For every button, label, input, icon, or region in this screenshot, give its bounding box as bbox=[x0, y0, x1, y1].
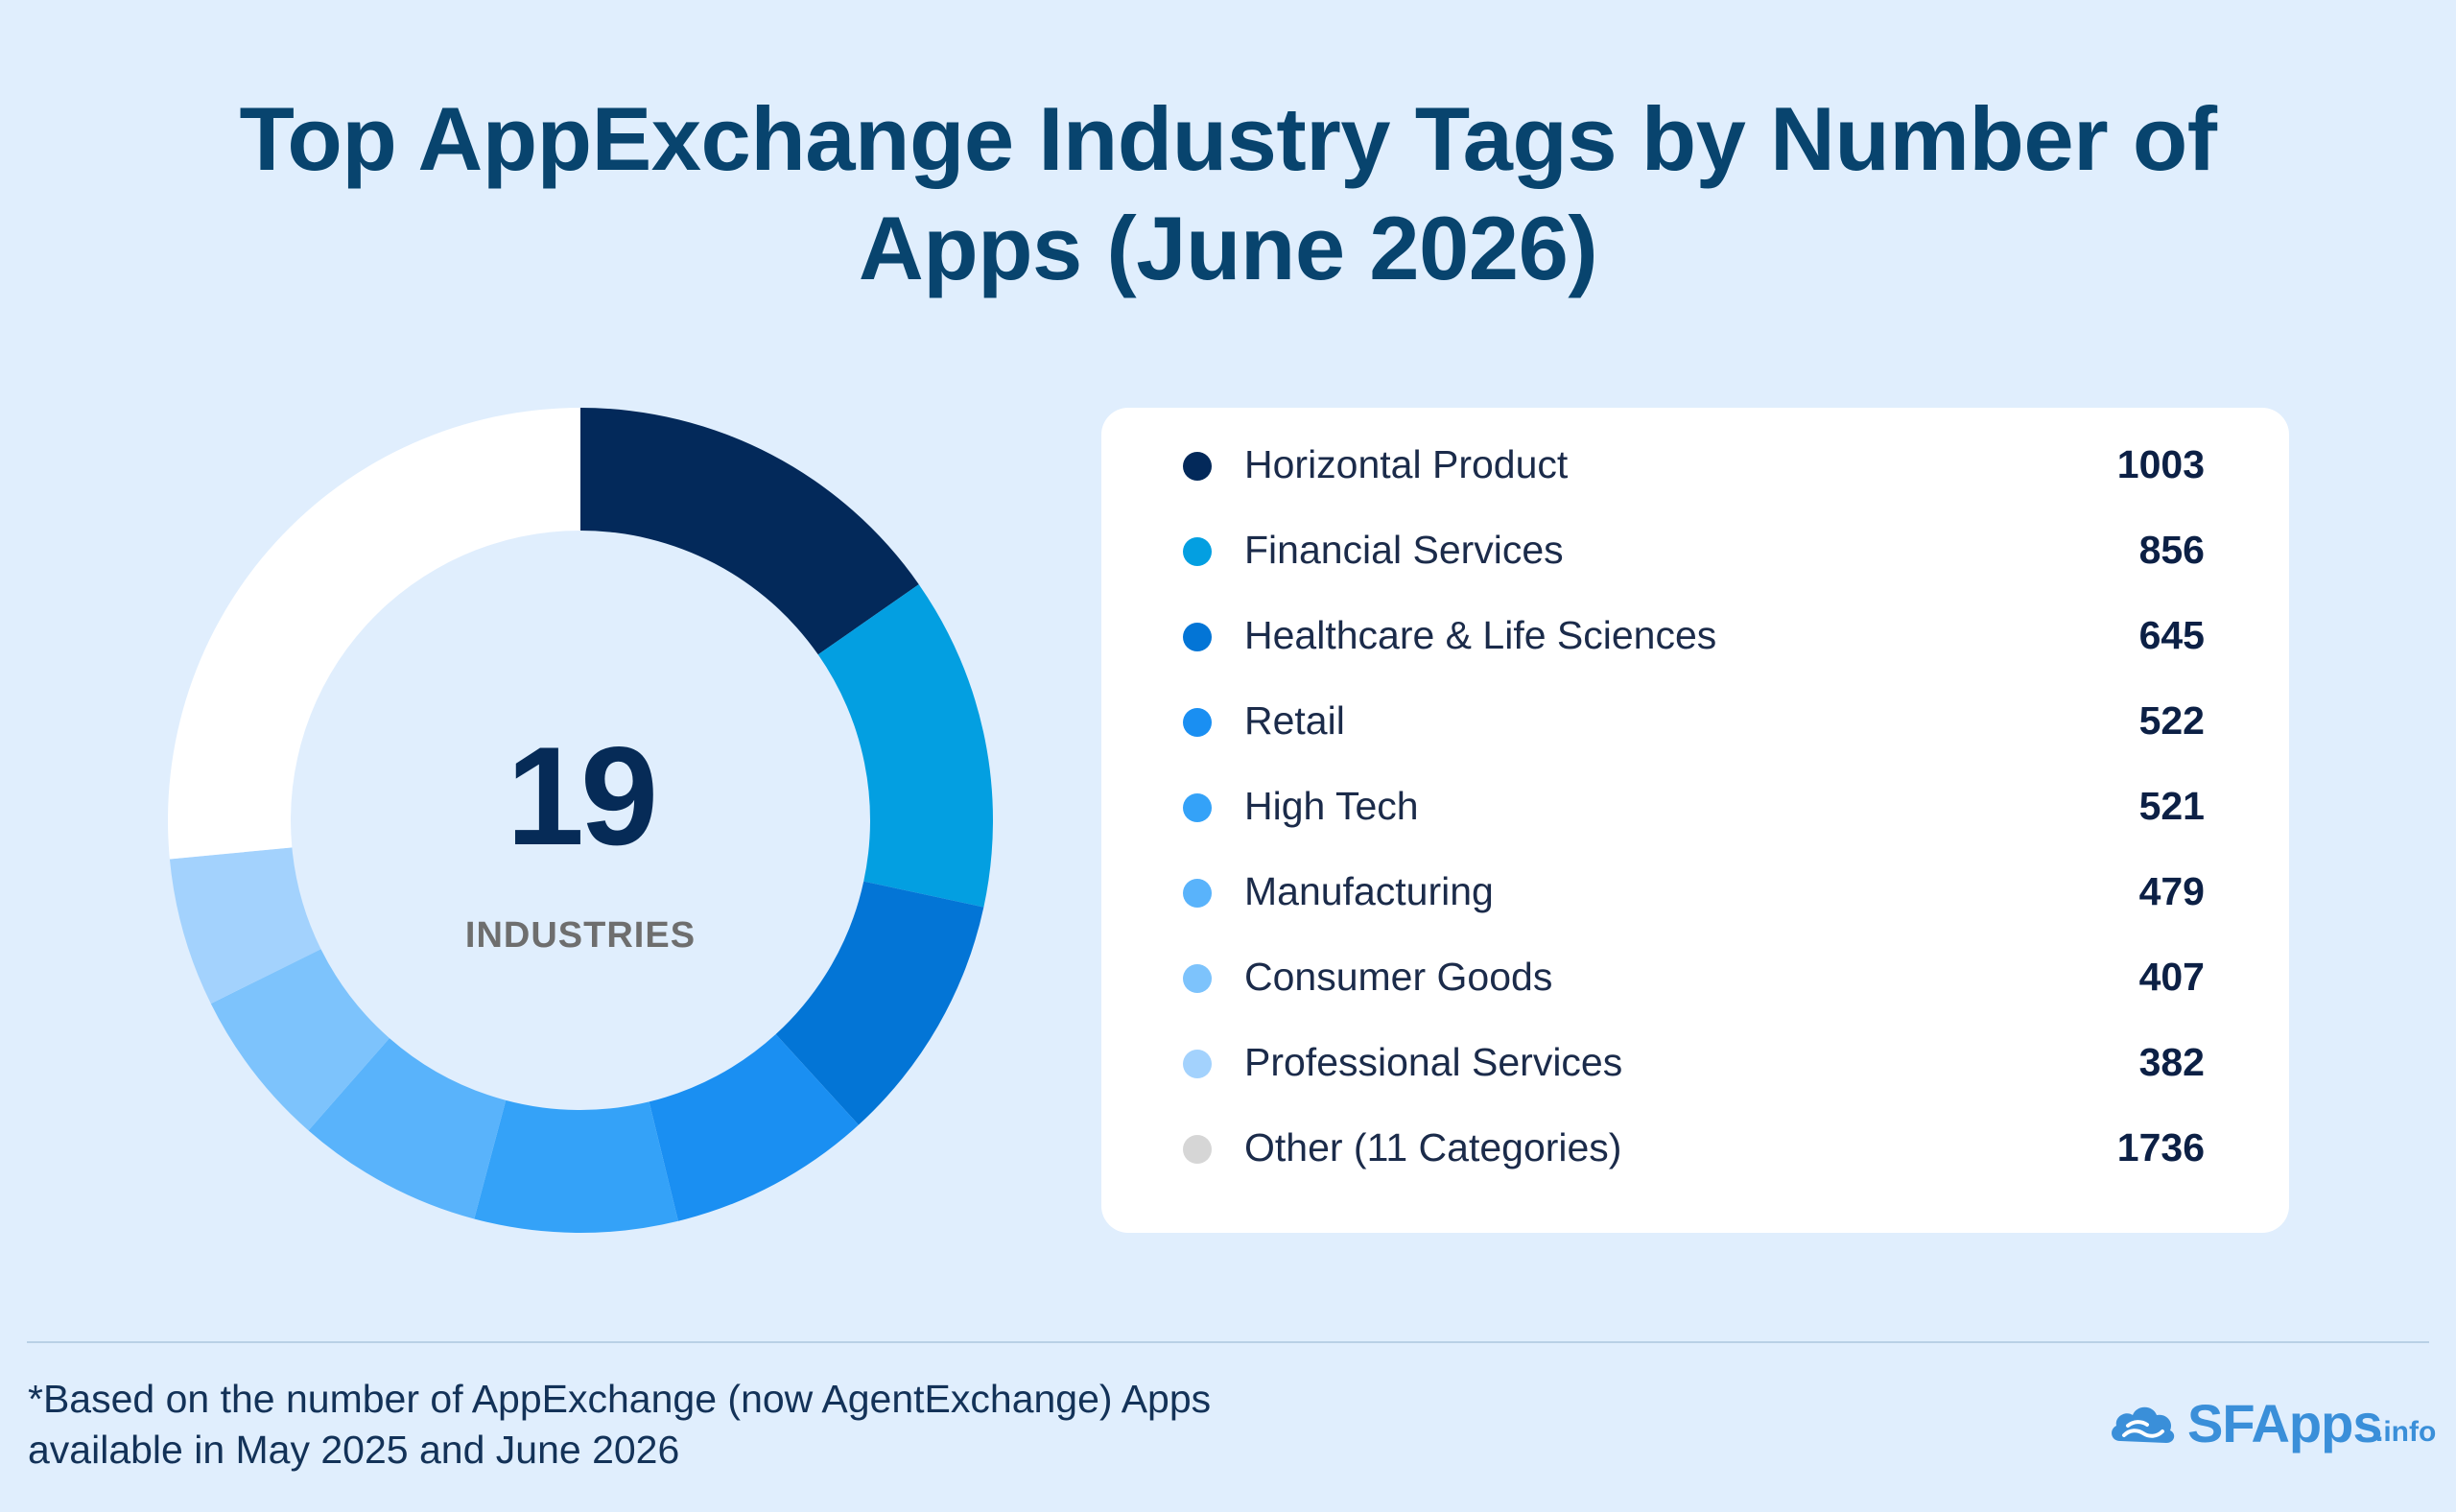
legend-item-high-tech: High Tech 521 bbox=[1101, 765, 2289, 850]
legend-dot bbox=[1183, 537, 1212, 566]
center-number: 19 bbox=[506, 718, 658, 874]
donut-slice-manufacturing bbox=[308, 1038, 507, 1219]
donut-slice-retail bbox=[649, 1034, 859, 1221]
chart-title: Top AppExchange Industry Tags by Number … bbox=[239, 88, 2217, 298]
legend-dot bbox=[1183, 1135, 1212, 1164]
donut-slice-professional-services bbox=[169, 847, 321, 1004]
legend-item-other-11-categories: Other (11 Categories) 1736 bbox=[1101, 1106, 2289, 1192]
legend-label: Other (11 Categories) bbox=[1244, 1125, 1622, 1169]
footnote-line-2: available in May 2025 and June 2026 bbox=[28, 1428, 680, 1472]
legend-value: 479 bbox=[2138, 869, 2205, 913]
legend-item-healthcare-life-sciences: Healthcare & Life Sciences 645 bbox=[1101, 594, 2289, 679]
legend-dot bbox=[1183, 879, 1212, 908]
donut-slice-healthcare-life-sciences bbox=[775, 881, 984, 1125]
legend-value: 645 bbox=[2138, 613, 2205, 657]
sfapps-logo: SFApps .info bbox=[2107, 1393, 2437, 1460]
legend-label: Horizontal Product bbox=[1244, 442, 1569, 486]
donut-slice-financial-services bbox=[817, 584, 993, 908]
legend-value: 382 bbox=[2138, 1040, 2205, 1084]
footnote-line-1: *Based on the number of AppExchange (now… bbox=[28, 1377, 1212, 1421]
legend-dot bbox=[1183, 623, 1212, 651]
legend-label: Manufacturing bbox=[1244, 869, 1494, 913]
donut-slice-consumer-goods bbox=[210, 949, 390, 1131]
legend-value: 856 bbox=[2138, 528, 2205, 572]
donut-slice-other-11-categories bbox=[167, 408, 580, 860]
legend-value: 522 bbox=[2138, 698, 2205, 743]
center-label: INDUSTRIES bbox=[464, 915, 697, 956]
legend-value: 407 bbox=[2138, 955, 2205, 999]
legend-card: Horizontal Product 1003 Financial Services… bbox=[1101, 408, 2289, 1233]
logo-text: SFApps bbox=[2187, 1393, 2382, 1453]
legend-label: Consumer Goods bbox=[1244, 955, 1553, 999]
footnote: *Based on the number of AppExchange (now… bbox=[28, 1374, 1419, 1476]
donut-svg bbox=[167, 408, 993, 1233]
legend-dot bbox=[1183, 708, 1212, 737]
legend-dot bbox=[1183, 452, 1212, 481]
legend-dot bbox=[1183, 1050, 1212, 1078]
legend-item-professional-services: Professional Services 382 bbox=[1101, 1021, 2289, 1106]
donut-chart: 19 INDUSTRIES bbox=[165, 405, 996, 1236]
logo-suffix: .info bbox=[2375, 1416, 2437, 1448]
legend-value: 1003 bbox=[2116, 442, 2205, 486]
legend-item-horizontal-product: Horizontal Product 1003 bbox=[1101, 423, 2289, 508]
legend-label: Financial Services bbox=[1244, 528, 1564, 572]
donut-slice-high-tech bbox=[474, 1099, 678, 1233]
cloud-icon bbox=[2112, 1406, 2175, 1443]
legend-label: Professional Services bbox=[1244, 1040, 1623, 1084]
donut-slice-horizontal-product bbox=[580, 408, 919, 655]
legend-label: Retail bbox=[1244, 698, 1345, 743]
legend-value: 521 bbox=[2138, 784, 2205, 828]
footer-divider bbox=[27, 1341, 2429, 1343]
legend-item-consumer-goods: Consumer Goods 407 bbox=[1101, 935, 2289, 1021]
legend-item-manufacturing: Manufacturing 479 bbox=[1101, 850, 2289, 935]
legend-item-financial-services: Financial Services 856 bbox=[1101, 508, 2289, 594]
legend-label: High Tech bbox=[1244, 784, 1419, 828]
legend-value: 1736 bbox=[2116, 1125, 2205, 1169]
legend-dot bbox=[1183, 964, 1212, 993]
legend-label: Healthcare & Life Sciences bbox=[1244, 613, 1717, 657]
legend-dot bbox=[1183, 793, 1212, 822]
legend-item-retail: Retail 522 bbox=[1101, 679, 2289, 765]
